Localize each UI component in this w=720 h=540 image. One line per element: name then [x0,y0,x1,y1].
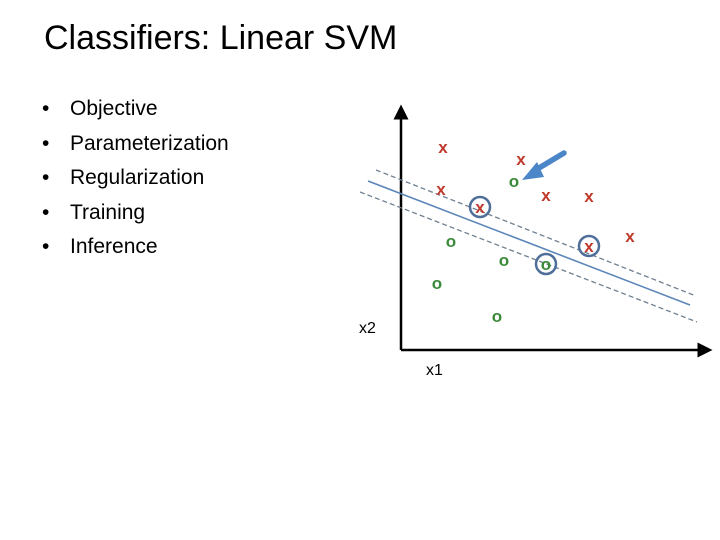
o-marker: o [492,307,502,326]
x-marker: x [584,237,594,256]
x-marker: x [516,150,526,169]
bullet-parameterization: Parameterization [42,127,229,162]
bullet-regularization: Regularization [42,161,229,196]
bullet-objective: Objective [42,92,229,127]
topic-list: Objective Parameterization Regularizatio… [42,92,229,265]
x-marker: x [541,186,551,205]
x-marker: x [475,198,485,217]
y-axis-label: x2 [359,320,376,337]
bullet-inference: Inference [42,230,229,265]
bullet-training: Training [42,196,229,231]
o-marker: o [432,274,442,293]
x-marker: x [438,138,448,157]
x-marker: x [584,187,594,206]
decision-boundary [367,180,691,306]
x-axis-label: x1 [426,362,443,379]
lower-margin-line [359,191,698,323]
o-marker: o [446,232,456,251]
slide-title: Classifiers: Linear SVM [44,19,398,57]
o-marker: o [541,255,551,274]
support-vector-ring [577,234,601,258]
o-marker: o [499,251,509,270]
support-vector-ring [534,252,558,276]
o-marker: o [509,172,519,191]
support-vector-ring [468,195,492,219]
x-marker: x [625,227,635,246]
x-marker: x [436,180,446,199]
upper-margin-line [375,169,697,297]
highlight-arrow [522,150,567,180]
